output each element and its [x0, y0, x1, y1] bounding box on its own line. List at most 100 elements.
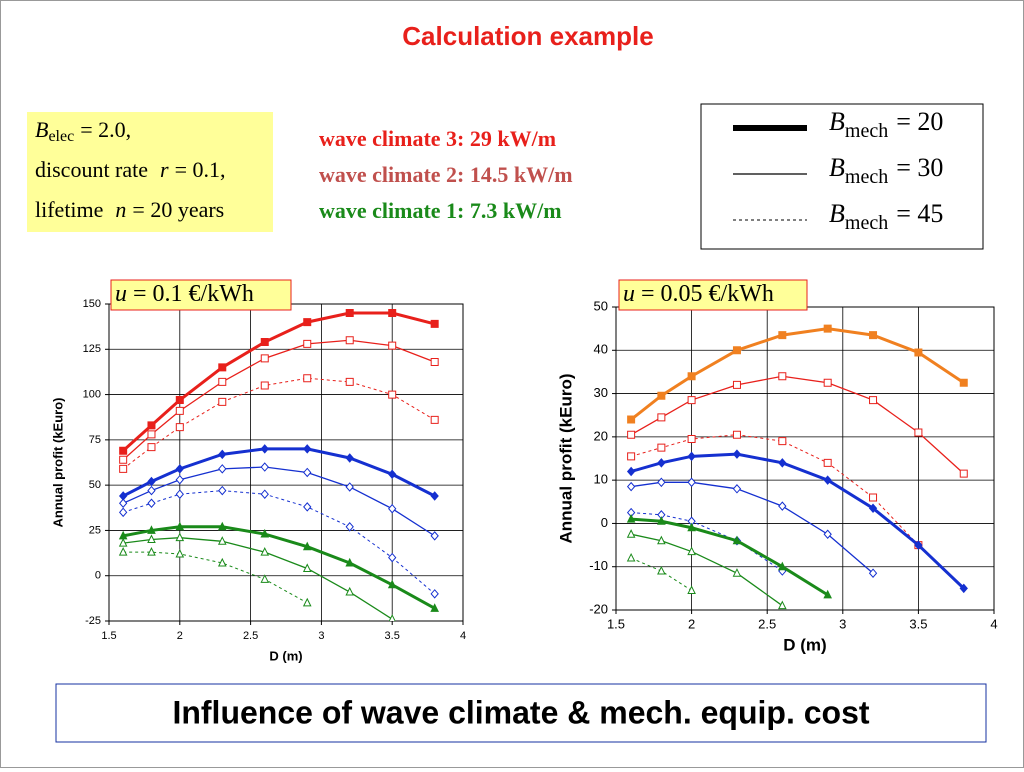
legend-label: Bmech = 20: [829, 107, 943, 142]
x-tick-label: 1.5: [607, 616, 625, 631]
data-point: [147, 421, 156, 430]
data-point: [218, 363, 227, 372]
data-point: [657, 565, 666, 575]
caption-box: [55, 683, 987, 743]
data-point: [118, 537, 128, 547]
slide-title: Calculation example: [402, 21, 653, 51]
chart-title-symbol: u: [115, 281, 127, 307]
data-point: [260, 528, 270, 538]
data-point: [388, 341, 397, 350]
parameter: Belec = 2.0,: [35, 117, 131, 145]
data-point: [260, 444, 269, 454]
wave-climate: wave climate 3: 29 kW/m: [319, 126, 556, 151]
y-tick-label: 125: [83, 343, 101, 355]
parameter-prefix: discount rate: [35, 157, 148, 182]
data-point: [687, 451, 696, 462]
data-point: [175, 532, 185, 542]
x-axis-label: D (m): [269, 648, 302, 663]
data-point: [959, 583, 968, 594]
y-tick-label: 150: [83, 298, 101, 310]
parameter-expr: = 20 years: [132, 197, 224, 222]
data-point: [823, 529, 832, 540]
data-point: [303, 318, 312, 327]
parameter-symbol: B: [35, 117, 48, 142]
data-point: [430, 415, 439, 424]
data-point: [732, 484, 742, 494]
data-point: [626, 513, 636, 523]
data-point: [345, 309, 354, 318]
data-point: [430, 319, 439, 328]
x-tick-label: 4: [460, 630, 466, 642]
data-point: [218, 449, 227, 460]
data-point: [302, 563, 312, 572]
data-point: [627, 415, 636, 424]
data-point: [175, 474, 184, 485]
data-point: [687, 396, 696, 405]
data-point: [345, 522, 354, 532]
data-point: [175, 521, 185, 531]
data-point: [119, 455, 128, 464]
data-point: [175, 406, 184, 415]
data-point: [302, 597, 312, 607]
data-point: [823, 378, 832, 387]
wave-climate: wave climate 1: 7.3 kW/m: [319, 198, 562, 223]
y-tick-label: 100: [83, 388, 101, 400]
data-point: [657, 535, 666, 545]
parameter: lifetime n = 20 years: [35, 197, 224, 222]
data-point: [778, 458, 787, 468]
data-point: [119, 446, 128, 455]
data-point: [345, 453, 354, 463]
data-point: [118, 507, 128, 518]
legend-expr: = 30: [896, 153, 943, 182]
data-point: [147, 547, 156, 556]
parameter: discount rate r = 0.1,: [35, 157, 226, 182]
data-point: [345, 377, 354, 386]
y-tick-label: 0: [601, 515, 608, 530]
data-point: [732, 568, 742, 577]
data-point: [430, 357, 439, 366]
data-point: [732, 449, 742, 459]
data-point: [626, 481, 636, 492]
data-point: [260, 489, 269, 499]
legend-subscript: mech: [845, 166, 888, 188]
y-axis-label: Annual profit (kEuro): [50, 398, 65, 528]
data-point: [303, 339, 312, 348]
data-point: [732, 430, 741, 439]
data-point: [778, 331, 787, 340]
data-point: [914, 540, 923, 550]
data-point: [687, 546, 696, 556]
data-point: [147, 534, 156, 543]
data-point: [868, 568, 878, 578]
x-tick-label: 2.5: [243, 630, 258, 642]
chart-title-symbol: u: [623, 281, 635, 307]
data-point: [687, 372, 696, 381]
data-point: [147, 498, 156, 509]
data-point: [147, 430, 156, 439]
series-group: [626, 324, 968, 610]
data-point: [687, 585, 696, 595]
chart-title: u = 0.05 €/kWh: [623, 281, 774, 307]
data-point: [345, 336, 354, 345]
legend-symbol: B: [829, 199, 845, 228]
data-point: [302, 541, 312, 551]
data-point: [118, 547, 128, 556]
data-point: [868, 503, 878, 514]
data-point: [119, 464, 128, 473]
legend-subscript: mech: [845, 120, 888, 142]
y-tick-label: 50: [594, 298, 608, 313]
data-point: [175, 396, 184, 405]
data-point: [218, 397, 227, 406]
data-point: [430, 491, 439, 501]
data-point: [823, 458, 832, 467]
data-point: [732, 380, 741, 389]
data-point: [687, 477, 696, 488]
data-point: [217, 521, 227, 531]
data-point: [217, 536, 227, 545]
series-line: [631, 517, 829, 597]
data-point: [657, 413, 666, 422]
data-point: [869, 331, 878, 340]
x-tick-label: 4: [990, 616, 997, 631]
data-point: [627, 452, 636, 461]
y-tick-label: -10: [589, 558, 608, 573]
